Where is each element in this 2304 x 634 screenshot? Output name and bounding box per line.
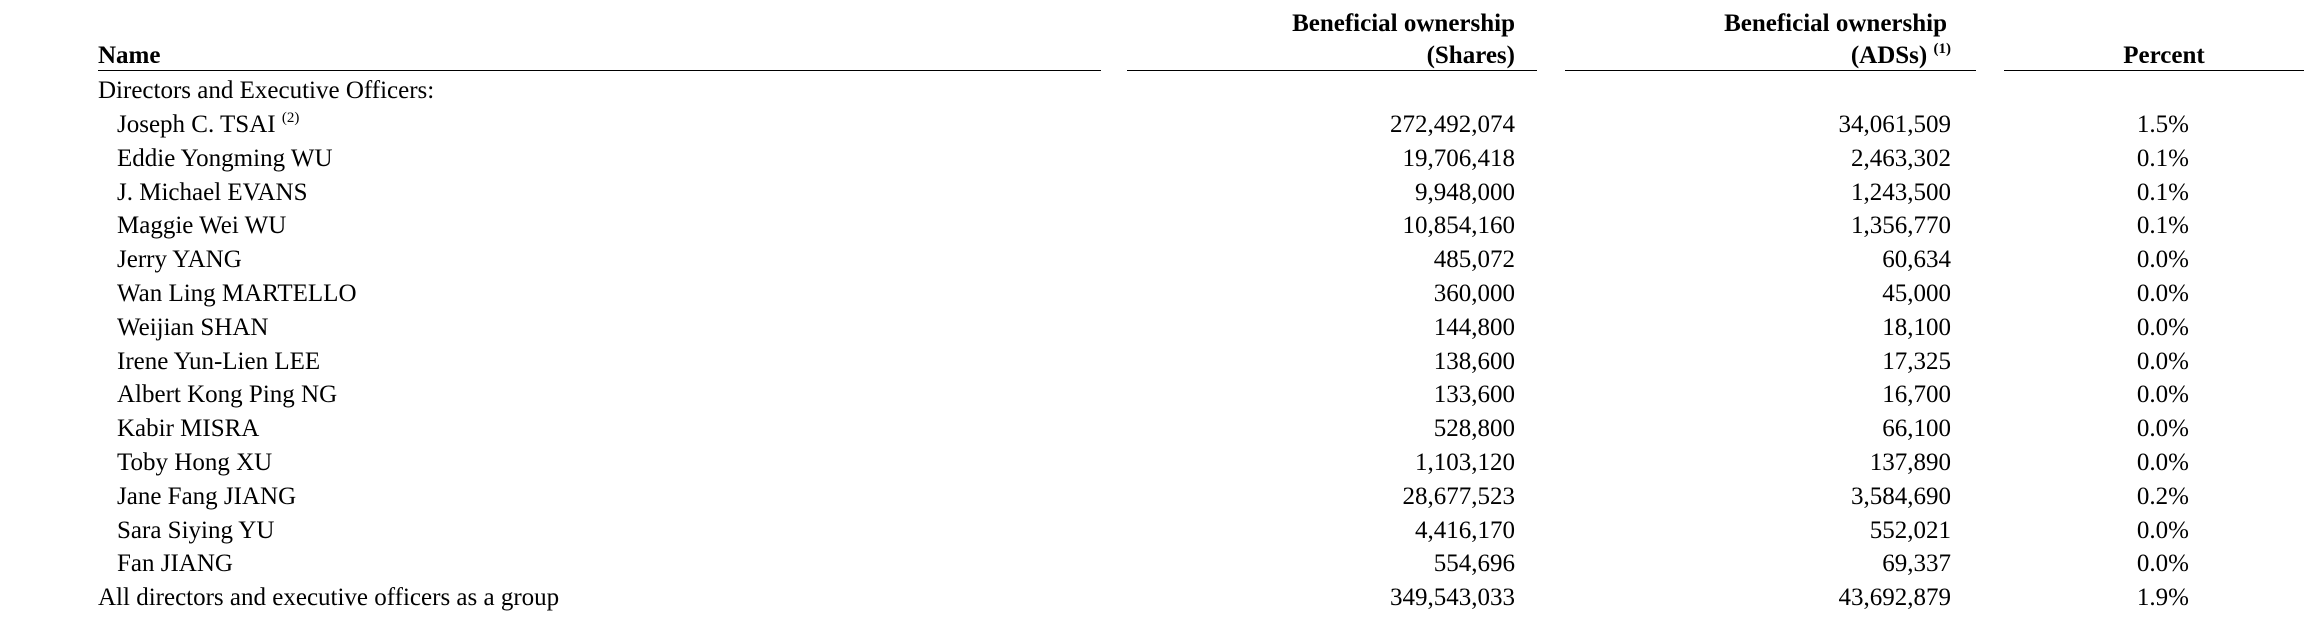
row-name: Joseph C. TSAI (2) [117, 110, 300, 139]
adss-cell: 18,100 [1882, 313, 1951, 341]
header-rule [2004, 70, 2304, 71]
adss-cell: 66,100 [1882, 415, 1951, 443]
percent-cell: 0.0% [2136, 246, 2189, 274]
shares-cell: 554,696 [1433, 550, 1515, 578]
shares-cell: 349,543,033 [1390, 584, 1515, 612]
adss-cell: 60,634 [1882, 246, 1951, 274]
header-rule [1127, 70, 1537, 71]
shares-cell: 133,600 [1433, 381, 1515, 409]
adss-cell: 45,000 [1882, 280, 1951, 307]
adss-cell: 34,061,509 [1838, 111, 1952, 138]
row-name: Weijian SHAN [117, 313, 269, 341]
header-shares: Beneficial ownership [1292, 10, 1515, 37]
percent-cell: 0.0% [2136, 415, 2189, 443]
row-name: Kabir MISRA [117, 415, 260, 443]
row-name: Albert Kong Ping NG [117, 381, 338, 409]
percent-cell: 0.1% [2136, 144, 2189, 172]
percent-cell: 0.0% [2136, 280, 2189, 307]
adss-cell: 2,463,302 [1851, 144, 1951, 172]
percent-cell: 0.0% [2136, 449, 2189, 476]
adss-cell: 1,243,500 [1851, 178, 1951, 206]
row-name: Maggie Wei WU [117, 212, 287, 240]
shares-cell: 19,706,418 [1402, 144, 1516, 172]
percent-cell: 0.0% [2136, 347, 2189, 375]
row-name: J. Michael EVANS [117, 178, 308, 206]
header-adss: (ADSs) (1) [1850, 41, 1952, 70]
header-rule [1565, 70, 1976, 71]
header-adss: Beneficial ownership [1724, 10, 1947, 37]
header-rule [98, 70, 1101, 71]
shares-cell: 528,800 [1433, 415, 1515, 443]
shares-cell: 360,000 [1433, 280, 1515, 307]
header-name: Name [98, 42, 161, 69]
shares-cell: 28,677,523 [1402, 482, 1516, 510]
header-percent: Percent [2123, 42, 2205, 69]
row-name: Jane Fang JIANG [117, 482, 297, 510]
row-name: Eddie Yongming WU [117, 144, 333, 172]
percent-cell: 0.2% [2136, 482, 2189, 510]
shares-cell: 272,492,074 [1390, 111, 1515, 138]
adss-cell: 43,692,879 [1838, 584, 1952, 612]
percent-cell: 0.0% [2136, 550, 2189, 578]
adss-cell: 3,584,690 [1851, 482, 1951, 510]
percent-cell: 0.0% [2136, 381, 2189, 409]
row-name: Fan JIANG [117, 550, 233, 578]
shares-cell: 4,416,170 [1415, 516, 1515, 544]
percent-cell: 0.1% [2136, 178, 2189, 206]
adss-cell: 137,890 [1869, 449, 1951, 476]
percent-cell: 0.0% [2136, 313, 2189, 341]
section-label: Directors and Executive Officers: [98, 77, 435, 104]
header-shares: (Shares) [1426, 42, 1515, 69]
adss-cell: 16,700 [1882, 381, 1951, 409]
row-name: Sara Siying YU [117, 516, 275, 544]
percent-cell: 1.9% [2136, 584, 2189, 612]
row-name: Toby Hong XU [117, 449, 273, 476]
adss-cell: 552,021 [1869, 516, 1951, 544]
row-name: Jerry YANG [117, 246, 242, 274]
adss-cell: 17,325 [1882, 347, 1951, 375]
percent-cell: 0.1% [2136, 212, 2189, 240]
footnote-ref: (2) [281, 110, 300, 126]
shares-cell: 485,072 [1433, 246, 1515, 274]
shares-cell: 1,103,120 [1415, 449, 1515, 476]
row-name: Irene Yun-Lien LEE [117, 347, 321, 375]
adss-cell: 69,337 [1882, 550, 1951, 578]
percent-cell: 1.5% [2136, 111, 2189, 138]
footnote-ref: (1) [1933, 41, 1952, 57]
row-name: All directors and executive officers as … [98, 584, 560, 612]
percent-cell: 0.0% [2136, 516, 2189, 544]
shares-cell: 9,948,000 [1415, 178, 1515, 206]
shares-cell: 144,800 [1433, 313, 1515, 341]
shares-cell: 10,854,160 [1402, 212, 1516, 240]
shares-cell: 138,600 [1433, 347, 1515, 375]
adss-cell: 1,356,770 [1851, 212, 1951, 240]
row-name: Wan Ling MARTELLO [117, 280, 357, 307]
